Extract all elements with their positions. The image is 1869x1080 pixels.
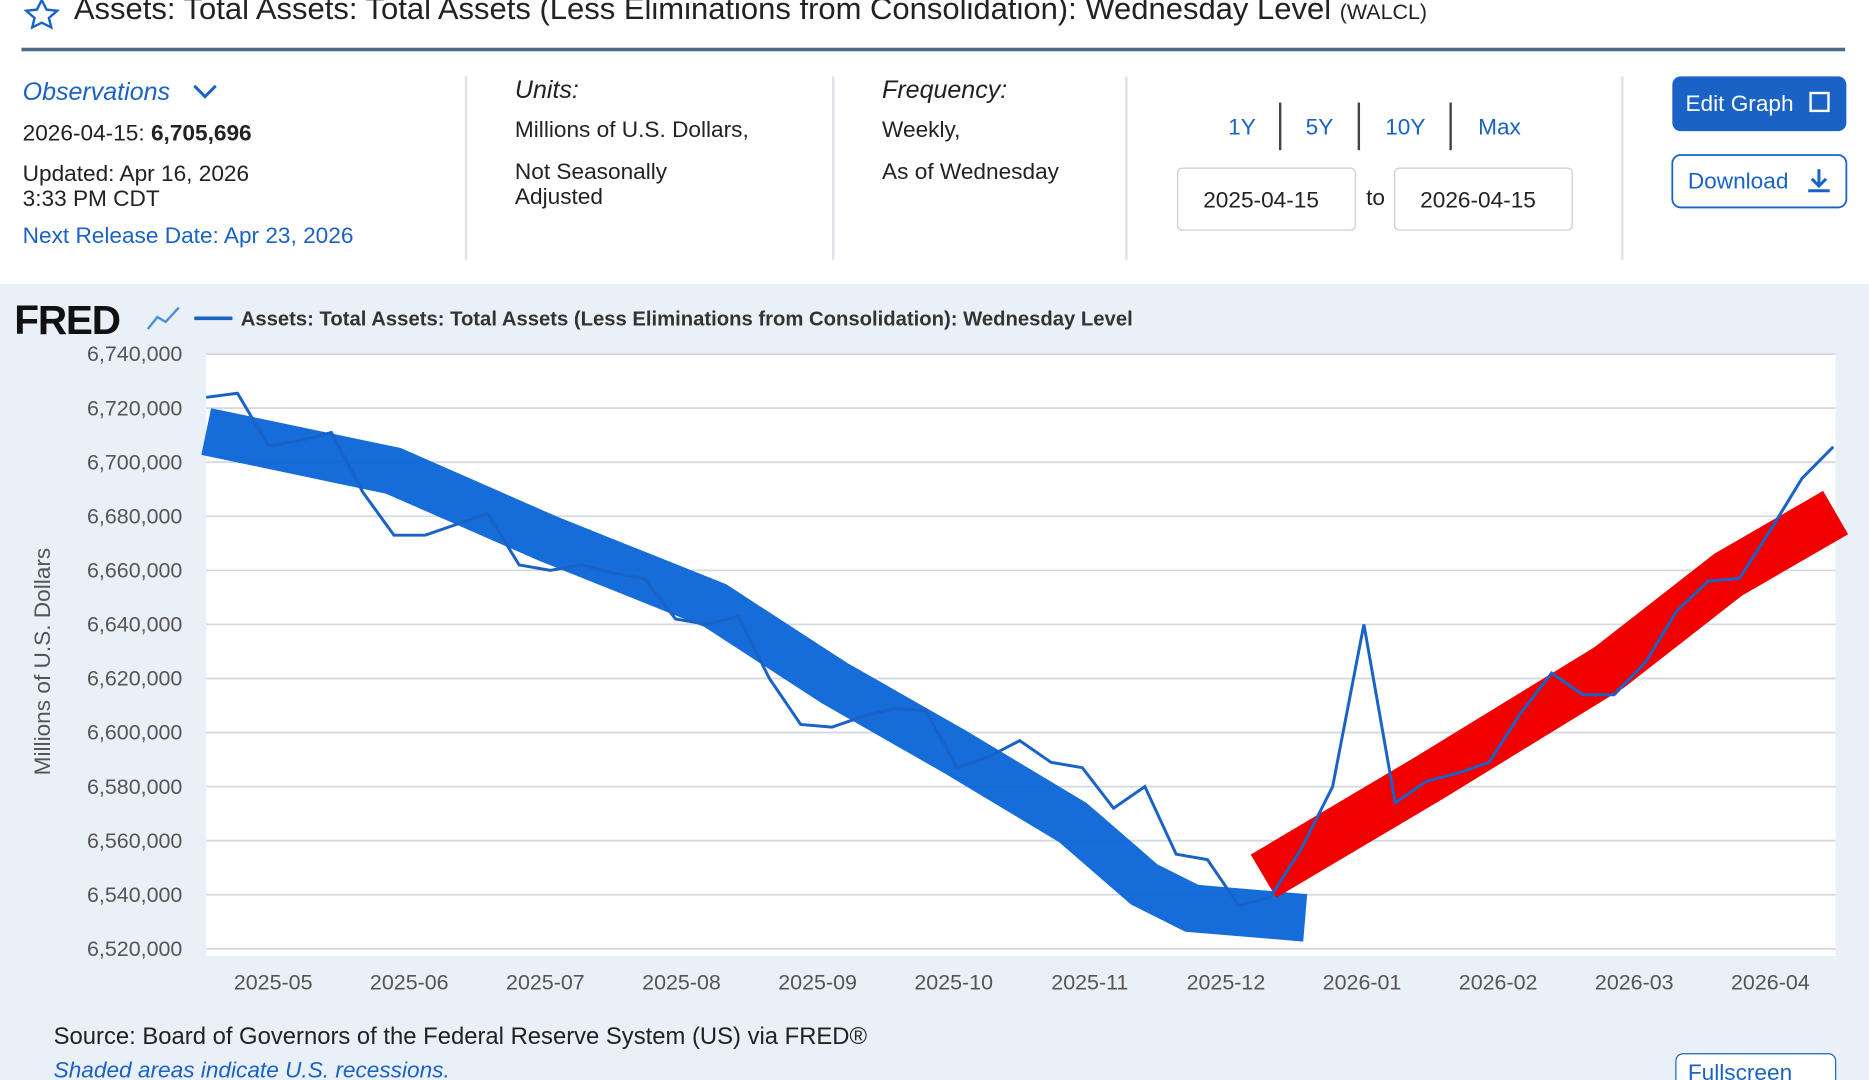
fullscreen-button[interactable] [1675,1053,1837,1080]
divider [1621,76,1624,260]
y-tick-label: 6,520,000 [87,937,182,961]
y-tick-label: 6,700,000 [87,450,182,474]
plot: 6,520,000 6,540,000 6,560,000 6,580,000 6,60… [30,308,1836,994]
divider [464,76,468,260]
y-tick-label: 6,660,000 [87,558,182,582]
range-sep [1278,102,1282,151]
units-text: Millions of U.S. Dollars, [515,117,749,142]
annotation-band [1250,490,1849,898]
divider [1125,76,1128,260]
y-tick-label: 6,740,000 [87,342,182,366]
y-tick-label: 6,680,000 [87,504,182,528]
x-tick-label: 2025-07 [506,970,585,994]
page-title: Assets: Total Assets: Total Assets (Less… [74,0,1427,26]
source: Source: Board of Governors of the Federa… [54,1023,868,1050]
download-button[interactable] [1671,154,1848,209]
x-tick-label: 2026-03 [1595,970,1674,994]
x-tick-label: 2025-08 [642,970,721,994]
y-tick-label: 6,620,000 [87,667,182,691]
chevron[interactable] [193,84,217,99]
y-tick-label: 6,580,000 [87,775,182,799]
range-sep [1449,102,1452,151]
range-button[interactable]: Max [1478,115,1521,140]
x-tick-label: 2026-02 [1459,970,1538,994]
date-from[interactable]: 2025-04-15 [1203,187,1319,212]
y-tick-label: 6,640,000 [87,613,182,637]
date-input[interactable] [1394,167,1573,231]
series-id: (WALCL) [1340,0,1427,24]
y-tick-label: 6,720,000 [87,396,182,420]
x-tick-label: 2025-06 [370,970,449,994]
y-tick-label: 6,560,000 [87,829,182,853]
obs-date: 2026-04-15: [23,121,145,146]
latest-observation: 2026-04-15: 6,705,696 [23,121,252,146]
frequency-label: Frequency: [882,76,1007,104]
units-text: Adjusted [515,184,603,209]
date-to[interactable]: 2026-04-15 [1420,187,1536,212]
annotation-band [201,408,1308,942]
range-button[interactable]: 1Y [1228,115,1256,140]
x-tick-label: 2025-10 [914,970,993,994]
obs-value: 6,705,696 [151,121,252,146]
date-to-label: to [1366,185,1385,210]
x-tick-label: 2025-05 [234,970,313,994]
recession-note: Shaded areas indicate U.S. recessions. [54,1058,450,1080]
units-label: Units: [515,76,579,104]
divider [831,76,835,260]
y-tick-label: 6,600,000 [87,721,182,745]
legend-label: Assets: Total Assets: Total Assets (Less… [241,308,1133,330]
brand-icon [146,306,180,330]
download-label[interactable]: Download [1688,168,1789,193]
updated: Updated: Apr 16, 2026 [23,161,249,186]
y-axis-label: Millions of U.S. Dollars [30,548,55,776]
plot-area [206,354,1836,956]
x-tick-label: 2026-01 [1323,970,1402,994]
range-button[interactable]: 5Y [1306,115,1334,140]
frequency-text: As of Wednesday [882,159,1060,184]
title-rule [21,47,1846,52]
download-icon[interactable] [1808,169,1830,193]
edit-graph-label[interactable]: Edit Graph [1685,91,1793,116]
fullscreen-label[interactable]: Fullscreen [1688,1060,1792,1080]
x-tick-label: 2025-11 [1051,970,1128,994]
updated-time: 3:33 PM CDT [23,186,160,211]
date-input[interactable] [1177,167,1356,231]
range-sep [1357,102,1361,151]
y-tick-label: 6,540,000 [87,883,182,907]
series-line [206,391,1835,908]
title: Assets: Total Assets: Total Assets (Less… [74,0,1331,26]
edit-icon[interactable] [1809,91,1830,113]
observations-toggle[interactable]: Observations [23,78,170,106]
brand: FRED [14,297,120,343]
x-tick-label: 2025-12 [1187,970,1266,994]
favorite-star[interactable] [23,0,61,30]
x-tick-label: 2025-09 [778,970,857,994]
series-layer [206,391,1835,908]
frequency-text: Weekly, [882,117,960,142]
edit-graph-button[interactable] [1672,76,1847,132]
x-tick-label: 2026-04 [1731,970,1810,994]
range-button[interactable]: 10Y [1385,115,1425,140]
units-text: Not Seasonally [515,159,668,184]
next-release[interactable]: Next Release Date: Apr 23, 2026 [23,223,354,248]
